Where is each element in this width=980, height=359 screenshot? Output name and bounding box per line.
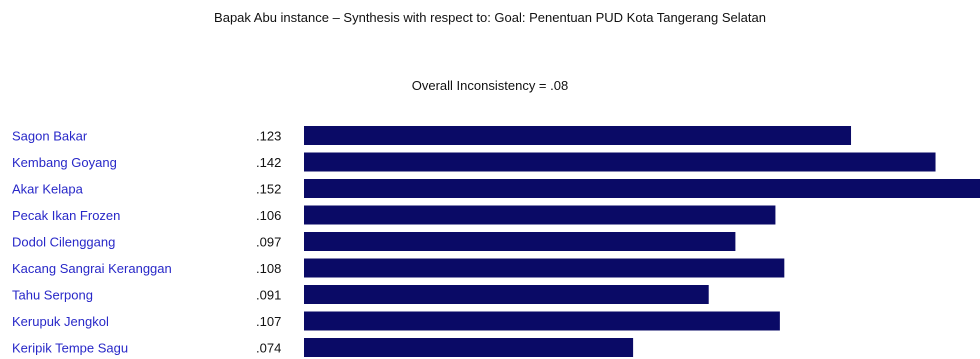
value-label: .108 [256,261,281,276]
category-label: Kerupuk Jengkol [12,314,109,329]
category-label: Keripik Tempe Sagu [12,341,128,356]
category-label: Pecak Ikan Frozen [12,208,120,223]
value-label: .106 [256,208,281,223]
category-label: Dodol Cilenggang [12,235,115,250]
chart-subtitle: Overall Inconsistency = .08 [411,78,569,93]
category-label: Kembang Goyang [12,155,117,170]
bar [304,232,736,251]
bar [304,338,634,357]
category-label: Akar Kelapa [12,182,84,197]
category-label: Kacang Sangrai Keranggan [12,261,172,276]
bar [304,126,852,145]
chart-title: Bapak Abu instance – Synthesis with resp… [214,10,766,25]
value-label: .107 [256,314,281,329]
value-label: .091 [256,288,281,303]
value-label: .097 [256,235,281,250]
value-label: .152 [256,182,281,197]
value-label: .142 [256,155,281,170]
category-label: Sagon Bakar [12,129,88,144]
bar [304,285,709,304]
bar [304,152,936,172]
value-label: .074 [256,341,281,356]
category-label: Tahu Serpong [12,288,93,303]
bar [304,258,785,278]
bar [304,205,776,225]
value-label: .123 [256,129,281,144]
bar [304,311,780,331]
bar [304,179,980,198]
